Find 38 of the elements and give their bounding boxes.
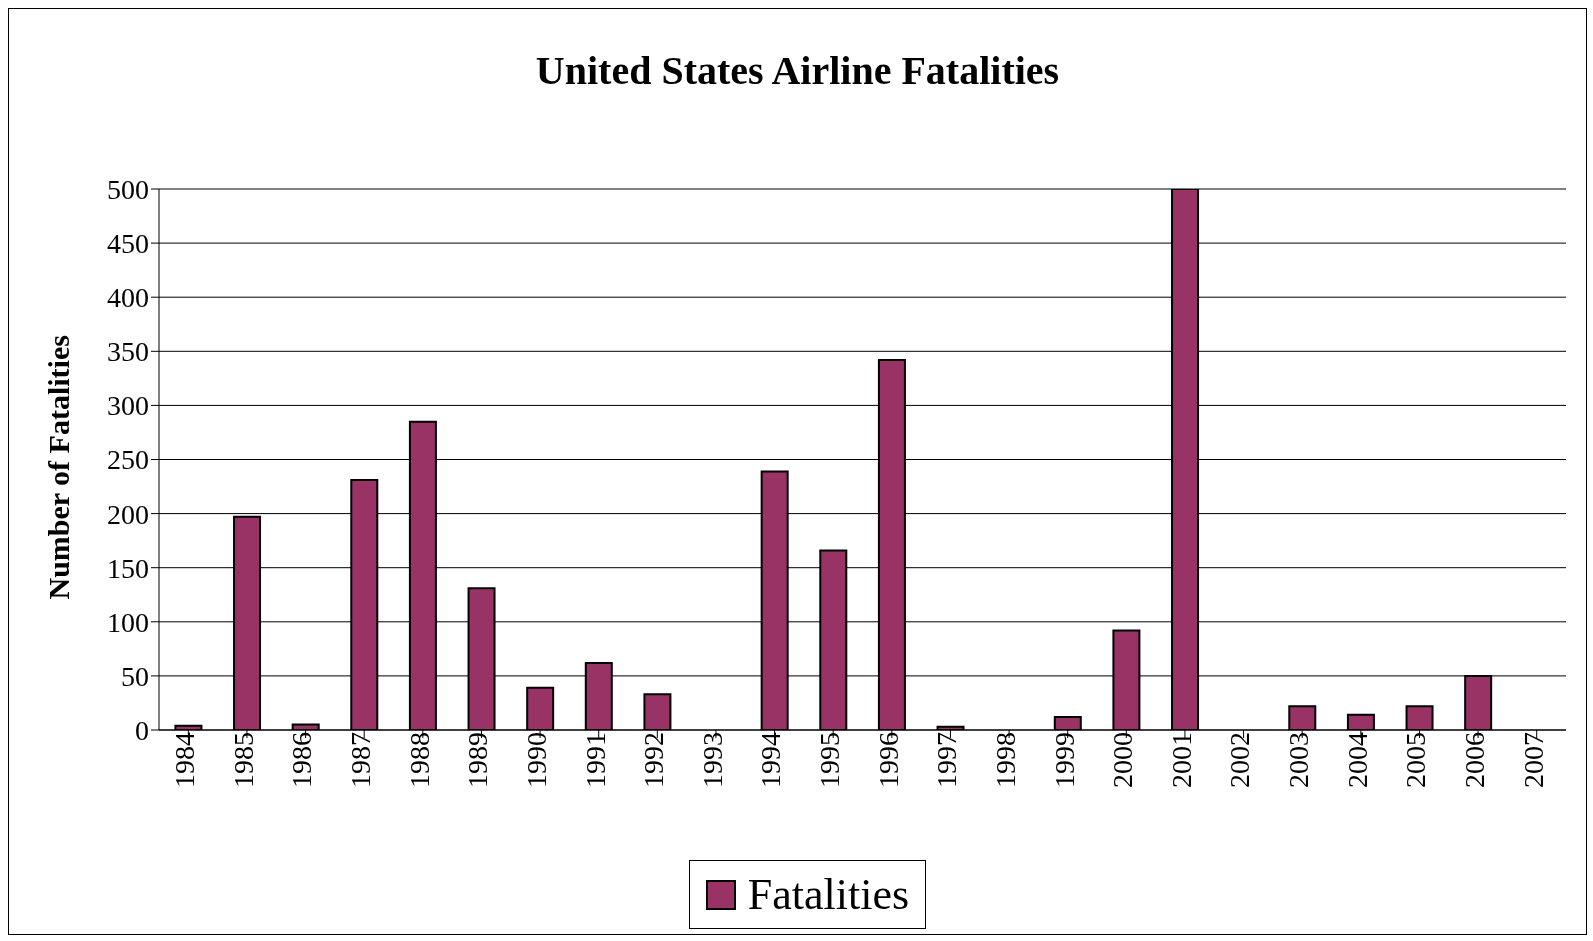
y-tick-label: 400 — [107, 282, 149, 314]
x-tick-label: 2007 — [1517, 732, 1549, 788]
chart-title: United States Airline Fatalities — [534, 47, 1061, 94]
x-tick-label: 1995 — [814, 732, 846, 788]
x-tick-label: 2001 — [1165, 732, 1197, 788]
y-tick-label: 250 — [107, 444, 149, 476]
x-tick-label: 1988 — [403, 732, 435, 788]
x-tick-label: 1986 — [286, 732, 318, 788]
y-tick-label: 200 — [107, 498, 149, 530]
x-tick-label: 2005 — [1400, 732, 1432, 788]
x-tick-label: 1985 — [227, 732, 259, 788]
y-tick-label: 150 — [107, 552, 149, 584]
x-tick-label: 1993 — [696, 732, 728, 788]
x-tick-label: 2002 — [1224, 732, 1256, 788]
x-tick-label: 1994 — [755, 732, 787, 788]
x-tick-label: 1987 — [345, 732, 377, 788]
x-tick-label: 2006 — [1458, 732, 1490, 788]
x-tick-label: 1998 — [989, 732, 1021, 788]
x-tick-label: 1997 — [931, 732, 963, 788]
x-tick-label: 1992 — [638, 732, 670, 788]
y-tick-label: 100 — [107, 606, 149, 638]
y-tick-label: 450 — [107, 228, 149, 260]
x-tick-label: 1990 — [520, 732, 552, 788]
x-tick-label: 1989 — [462, 732, 494, 788]
y-tick-label: 350 — [107, 336, 149, 368]
legend-label: Fatalities — [746, 869, 910, 920]
x-tick-label: 1996 — [872, 732, 904, 788]
y-tick-label: 50 — [121, 660, 149, 692]
x-tick-label: 2004 — [1341, 732, 1373, 788]
y-axis-title: Number of Fatalities — [41, 335, 75, 600]
y-tick-label: 500 — [107, 173, 149, 205]
y-tick-label: 300 — [107, 390, 149, 422]
y-tick-label: 0 — [135, 714, 149, 746]
x-tick-label: 2003 — [1283, 732, 1315, 788]
x-tick-label: 1999 — [1048, 732, 1080, 788]
x-tick-label: 1991 — [579, 732, 611, 788]
x-tick-label: 2000 — [1107, 732, 1139, 788]
x-tick-label: 1984 — [169, 732, 201, 788]
